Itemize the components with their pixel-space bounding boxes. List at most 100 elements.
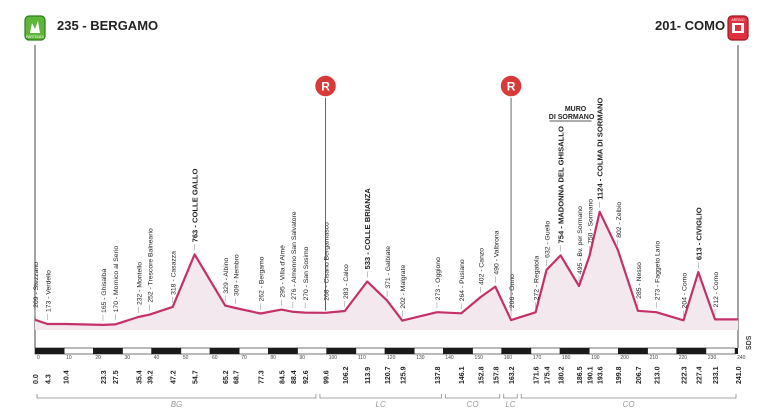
waypoint-km-label: 241.0 — [736, 366, 743, 384]
waypoint-km-label: 92.6 — [303, 370, 310, 384]
waypoint-label: 371 - Galbiate — [385, 246, 392, 289]
axis-tick-label: 20 — [95, 355, 101, 361]
waypoint-km-label: 65.2 — [223, 370, 230, 384]
axis-segment — [676, 347, 707, 355]
waypoint-label: 276 - Almenno San Salvatore — [291, 211, 298, 300]
axis-tick-label: 140 — [445, 355, 454, 361]
waypoint-km-label: 146.1 — [459, 366, 466, 384]
axis-segment — [559, 347, 590, 355]
axis-segment — [443, 347, 473, 355]
axis-tick-label: 180 — [562, 355, 571, 361]
waypoint-km-label: 68.7 — [233, 370, 240, 384]
waypoint-label: 252 - Trescore Balneario — [147, 228, 154, 303]
muro-label-line1: MURO — [565, 106, 587, 113]
waypoint-km-label: 227.4 — [696, 366, 703, 384]
waypoint-label: 490 - Valbrona — [493, 230, 500, 274]
axis-segment — [472, 347, 503, 355]
waypoint-label: 754 - MADONNA DEL GHISALLO — [557, 126, 566, 243]
axis-segment — [122, 347, 152, 355]
waypoint-label: 763 - COLLE GALLO — [191, 168, 200, 242]
waypoint-km-label: 54.7 — [193, 370, 200, 384]
finish-city-label: 201- COMO — [655, 18, 726, 33]
waypoint-km-label: 152.8 — [479, 366, 486, 384]
axis-tick-label: 90 — [300, 355, 306, 361]
partenza-text: PARTENZA — [26, 35, 45, 39]
waypoint-km-label: 193.6 — [598, 366, 605, 384]
province-label: BG — [171, 400, 183, 409]
axis-segment — [647, 347, 678, 355]
waypoint-label: 273 - Faggeto Lario — [654, 241, 661, 301]
waypoint-km-label: 157.8 — [493, 366, 500, 384]
axis-segment — [530, 347, 561, 355]
axis-segment — [180, 347, 211, 355]
waypoint-label: 1124 - COLMA DI SORMANO — [596, 97, 605, 199]
axis-segment — [63, 347, 94, 355]
province-label: LC — [505, 400, 515, 409]
axis-segment — [297, 347, 328, 355]
waypoint-label: 295 - Villa d'Almè — [279, 245, 286, 298]
axis-segment — [326, 347, 357, 355]
axis-tick-label: 100 — [329, 355, 338, 361]
waypoint-label: 165 - Ghisalba — [101, 269, 108, 313]
waypoint-km-label: 106.2 — [343, 366, 350, 384]
axis-segment — [618, 347, 648, 355]
waypoint-label: 170 - Mornico al Serio — [113, 246, 120, 313]
province-label: CO — [623, 400, 635, 409]
axis-tick-label: 110 — [358, 355, 366, 361]
province-bracket — [319, 394, 442, 399]
waypoint-km-label: 35.4 — [136, 370, 143, 384]
partenza-icon: PARTENZA — [24, 15, 46, 43]
axis-tick-label: 40 — [154, 355, 160, 361]
province-label: CO — [467, 400, 479, 409]
waypoint-label: 533 - COLLE BRIANZA — [363, 188, 372, 270]
waypoint-label: 262 - Bergamo — [258, 256, 265, 301]
waypoint-km-label: 88.4 — [291, 370, 298, 384]
axis-segment — [735, 348, 738, 354]
waypoint-km-label: 125.9 — [400, 366, 407, 384]
axis-tick-label: 210 — [650, 355, 659, 361]
waypoint-label: 206 - Onno — [509, 274, 516, 308]
axis-segment — [384, 347, 415, 355]
arrivo-icon: ARRIVO — [727, 15, 749, 43]
waypoint-label: 270 - San Sosimo — [303, 246, 310, 300]
waypoint-km-label: 206.7 — [636, 366, 643, 384]
waypoint-km-label: 113.9 — [365, 367, 372, 384]
waypoint-km-label: 190.1 — [588, 366, 595, 384]
axis-tick-label: 170 — [533, 355, 542, 361]
waypoint-km-label: 4.3 — [46, 374, 53, 384]
waypoint-km-label: 186.5 — [577, 366, 584, 384]
waypoint-km-label: 27.5 — [113, 370, 120, 384]
axis-segment — [34, 347, 65, 355]
waypoint-km-label: 120.7 — [385, 366, 392, 384]
waypoint-km-label: 222.3 — [681, 366, 688, 384]
axis-segment — [93, 347, 123, 355]
axis-tick-label: 160 — [504, 355, 513, 361]
waypoint-km-label: 213.0 — [654, 366, 661, 384]
arrivo-text: ARRIVO — [732, 18, 745, 22]
profile-fill — [35, 211, 738, 330]
axis-tick-label: 130 — [416, 355, 425, 361]
sprint-marker-label: R — [507, 80, 516, 94]
waypoint-label: 272 - Regatola — [534, 256, 541, 301]
waypoint-km-label: 99.6 — [324, 370, 331, 384]
waypoint-km-label: 84.5 — [279, 370, 286, 384]
profile-line — [34, 210, 738, 326]
axis-tick-label: 70 — [241, 355, 247, 361]
axis-tick-label: 120 — [387, 355, 396, 361]
axis-segment — [268, 347, 298, 355]
waypoint-km-label: 0.0 — [33, 374, 40, 384]
axis-tick-label: 150 — [475, 355, 484, 361]
waypoint-label: 318 - Casazza — [171, 251, 178, 295]
waypoint-label: 309 - Nembro — [233, 254, 240, 296]
axis-segment — [151, 347, 182, 355]
waypoint-km-label: 180.2 — [559, 366, 566, 384]
waypoint-km-label: 39.2 — [147, 370, 154, 384]
waypoint-km-label: 233.1 — [713, 366, 720, 384]
waypoint-label: 402 - Canzo — [479, 248, 486, 285]
axis-segment — [238, 347, 269, 355]
waypoint-label: 802 - Zelbio — [616, 202, 623, 238]
axis-segment — [413, 347, 444, 355]
sprint-marker-icon — [499, 74, 523, 98]
